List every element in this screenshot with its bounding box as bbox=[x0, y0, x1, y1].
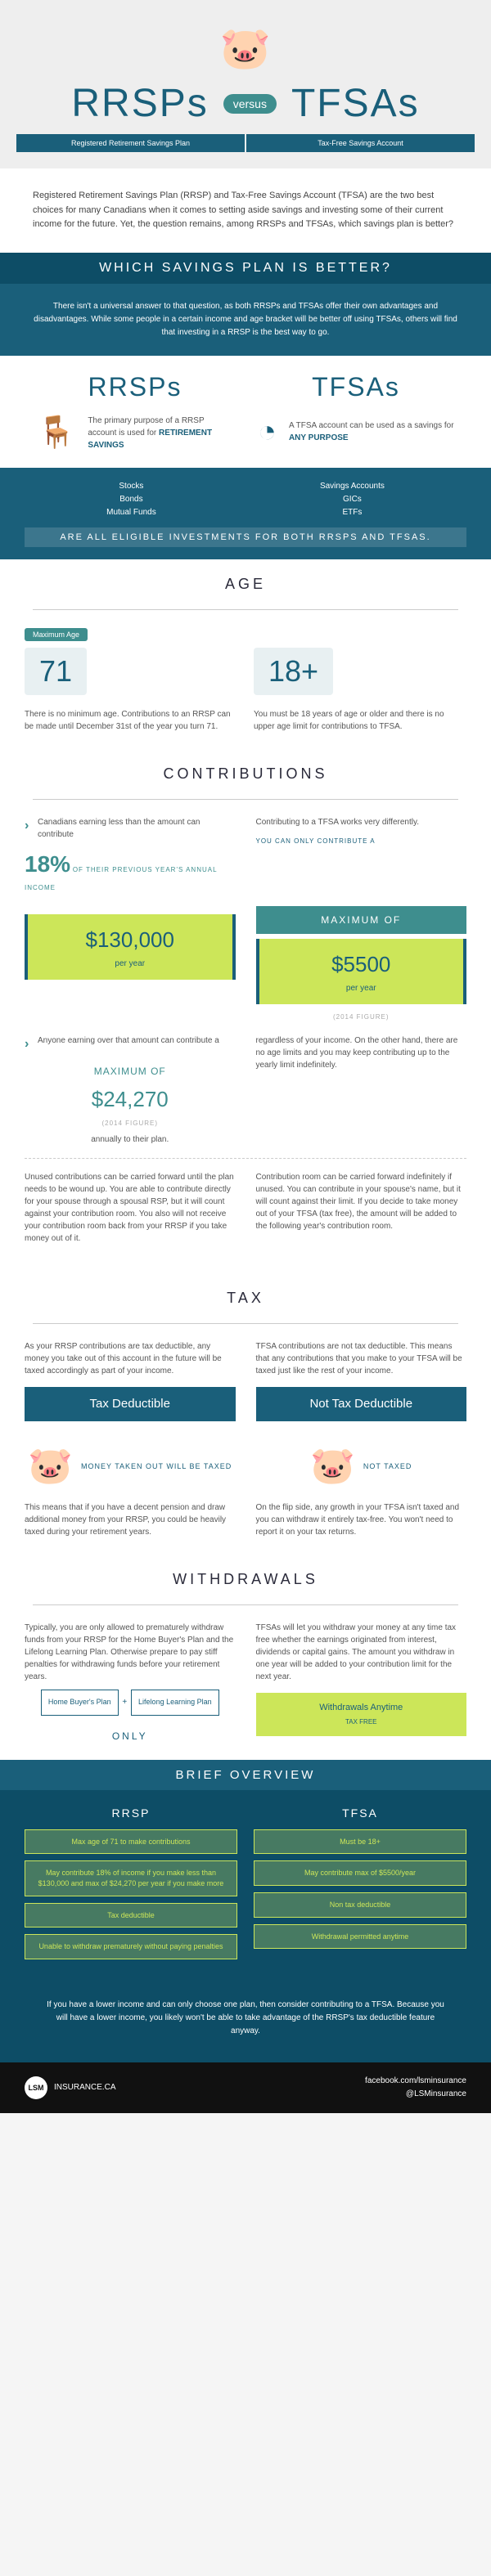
tfsa-purpose: A TFSA account can be used as a savings … bbox=[289, 420, 454, 444]
pie-icon: ◔ bbox=[258, 415, 277, 450]
tax-l2: This means that if you have a decent pen… bbox=[25, 1501, 236, 1538]
rrsp-purpose: The primary purpose of a RRSP account is… bbox=[88, 415, 233, 451]
investments-banner: StocksBondsMutual Funds Savings Accounts… bbox=[0, 468, 491, 559]
age-left-text: There is no minimum age. Contributions t… bbox=[25, 708, 237, 733]
ov-r-3: Withdrawal permitted anytime bbox=[254, 1924, 466, 1950]
tax-l1: As your RRSP contributions are tax deduc… bbox=[25, 1340, 236, 1377]
ov-l-1: May contribute 18% of income if you make… bbox=[25, 1860, 237, 1896]
contrib-l3: Unused contributions can be carried forw… bbox=[25, 1171, 236, 1245]
year-r: (2014 FIGURE) bbox=[256, 1012, 467, 1022]
tax-r2: On the flip side, any growth in your TFS… bbox=[256, 1501, 467, 1538]
versus-badge: versus bbox=[223, 94, 277, 114]
ov-l-0: Max age of 71 to make contributions bbox=[25, 1829, 237, 1855]
ov-r-2: Non tax deductible bbox=[254, 1892, 466, 1918]
question-banner: WHICH SAVINGS PLAN IS BETTER? bbox=[0, 253, 491, 284]
learning-box: Lifelong Learning Plan bbox=[131, 1690, 219, 1716]
tax-r1: TFSA contributions are not tax deductibl… bbox=[256, 1340, 467, 1377]
invest-col-2: Savings AccountsGICsETFs bbox=[320, 480, 385, 519]
header: 🐷 RRSPs versus TFSAs Registered Retireme… bbox=[0, 0, 491, 168]
year-l: (2014 FIGURE) bbox=[25, 1119, 236, 1129]
twitter-link[interactable]: @LSMinsurance bbox=[365, 2088, 466, 2101]
pig-icon: 🐷 bbox=[16, 25, 475, 73]
tax-deductible-badge: Tax Deductible bbox=[25, 1387, 236, 1422]
max-box-r: MAXIMUM OF bbox=[256, 906, 467, 934]
divider bbox=[25, 1158, 466, 1159]
title-left: RRSPs bbox=[71, 81, 208, 126]
pig-left-label: MONEY TAKEN OUT WILL BE TAXED bbox=[81, 1461, 232, 1473]
question-text: There isn't a universal answer to that q… bbox=[0, 284, 491, 356]
wd-l1: Typically, you are only allowed to prema… bbox=[25, 1622, 236, 1683]
annual-text: annually to their plan. bbox=[25, 1133, 236, 1146]
pig-left-icon: 🐷 bbox=[28, 1439, 73, 1493]
contrib-r3: Contribution room can be carried forward… bbox=[256, 1171, 467, 1245]
contrib-header: CONTRIBUTIONS bbox=[33, 749, 458, 800]
ov-rrsp-title: RRSP bbox=[25, 1806, 237, 1820]
age-71: 71 bbox=[25, 648, 87, 695]
withdraw-anytime-box: Withdrawals AnytimeTAX FREE bbox=[256, 1693, 467, 1736]
age-right-text: You must be 18 years of age or older and… bbox=[254, 708, 466, 733]
invest-title: ARE ALL ELIGIBLE INVESTMENTS FOR BOTH RR… bbox=[25, 527, 466, 547]
ov-l-2: Tax deductible bbox=[25, 1903, 237, 1928]
max-age-badge: Maximum Age bbox=[25, 628, 88, 641]
ov-r-0: Must be 18+ bbox=[254, 1829, 466, 1855]
tfsa-title: TFSAs bbox=[258, 372, 454, 402]
age-header: AGE bbox=[33, 559, 458, 610]
overview-banner: BRIEF OVERVIEW bbox=[0, 1760, 491, 1790]
footer-text: If you have a lower income and can only … bbox=[0, 1982, 491, 2062]
ov-r-1: May contribute max of $5500/year bbox=[254, 1860, 466, 1886]
plus-icon: + bbox=[122, 1698, 127, 1707]
site-name: INSURANCE.CA bbox=[54, 2083, 116, 2092]
tax-header: TAX bbox=[33, 1273, 458, 1324]
withdraw-header: WITHDRAWALS bbox=[33, 1555, 458, 1605]
subtitle-right: Tax-Free Savings Account bbox=[246, 134, 475, 152]
contrib-r1: Contributing to a TFSA works very differ… bbox=[256, 816, 467, 828]
footer-bar: LSM INSURANCE.CA facebook.com/lsminsuran… bbox=[0, 2062, 491, 2113]
pig-right-label: NOT TAXED bbox=[363, 1461, 412, 1473]
wd-r1: TFSAs will let you withdraw your money a… bbox=[256, 1622, 467, 1683]
contrib-l1: Canadians earning less than the amount c… bbox=[25, 816, 236, 841]
intro-text: Registered Retirement Savings Plan (RRSP… bbox=[0, 168, 491, 253]
ov-tfsa-title: TFSA bbox=[254, 1806, 466, 1820]
facebook-link[interactable]: facebook.com/lsminsurance bbox=[365, 2075, 466, 2088]
pig-right-icon: 🐷 bbox=[310, 1439, 355, 1493]
money-130k: $130,000per year bbox=[25, 914, 236, 980]
age-18: 18+ bbox=[254, 648, 333, 695]
title-right: TFSAs bbox=[291, 81, 420, 126]
subtitle-left: Registered Retirement Savings Plan bbox=[16, 134, 245, 152]
chair-icon: 🪑 bbox=[37, 415, 75, 451]
pct-18: 18% bbox=[25, 851, 70, 877]
money-5500: $5500per year bbox=[256, 939, 467, 1004]
money-24k: $24,270 bbox=[92, 1087, 169, 1111]
invest-col-1: StocksBondsMutual Funds bbox=[106, 480, 156, 519]
purpose-row: RRSPs 🪑 The primary purpose of a RRSP ac… bbox=[0, 356, 491, 468]
rrsp-title: RRSPs bbox=[37, 372, 233, 402]
contrib-l2: Anyone earning over that amount can cont… bbox=[25, 1034, 236, 1047]
logo-icon: LSM bbox=[25, 2076, 47, 2099]
only-text: ONLY bbox=[25, 1729, 236, 1744]
contrib-r1b: YOU CAN ONLY CONTRIBUTE A bbox=[256, 837, 467, 846]
ov-l-3: Unable to withdraw prematurely without p… bbox=[25, 1934, 237, 1959]
not-tax-deductible-badge: Not Tax Deductible bbox=[256, 1387, 467, 1422]
contrib-r2: regardless of your income. On the other … bbox=[256, 1034, 467, 1146]
home-buyer-box: Home Buyer's Plan bbox=[41, 1690, 119, 1716]
